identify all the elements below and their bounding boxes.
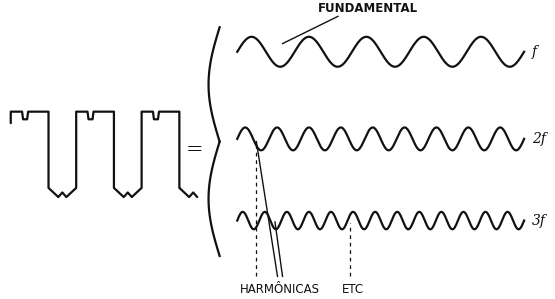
Text: f: f (532, 45, 537, 59)
Text: 2f: 2f (532, 132, 546, 146)
Text: 3f: 3f (532, 213, 546, 228)
Text: =: = (185, 140, 203, 159)
Text: ETC: ETC (342, 283, 364, 296)
Text: FUNDAMENTAL: FUNDAMENTAL (318, 2, 418, 15)
Text: HARMÔNICAS: HARMÔNICAS (240, 283, 320, 296)
